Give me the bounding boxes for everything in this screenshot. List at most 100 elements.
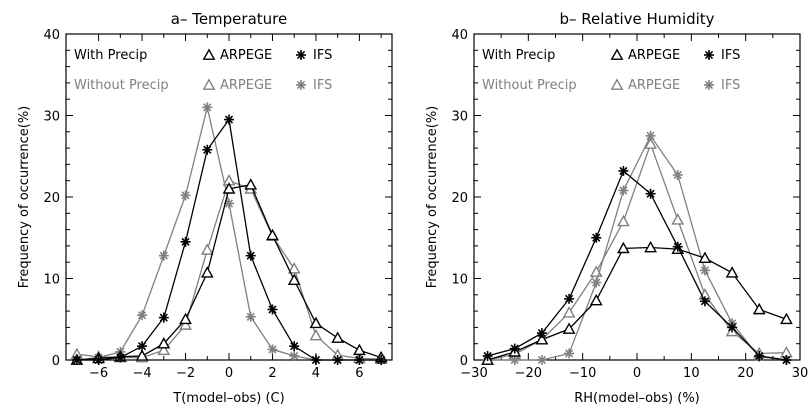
data-point-asterisk xyxy=(202,102,213,113)
asterisk-marker-stroke xyxy=(483,351,492,361)
y-tick-label: 0 xyxy=(460,354,468,369)
triangle-marker-shape xyxy=(309,328,323,341)
y-tick-label: 0 xyxy=(52,354,60,369)
legend-ifs-without-marker xyxy=(704,80,714,90)
triangle-marker-shape xyxy=(135,349,149,361)
triangle-marker-shape xyxy=(157,337,171,349)
asterisk-marker-stroke xyxy=(704,80,714,90)
y-tick-label: 30 xyxy=(43,110,60,125)
asterisk-marker-stroke xyxy=(355,355,364,365)
triangle-marker-shape xyxy=(644,240,657,253)
asterisk-marker-stroke xyxy=(727,323,737,332)
data-point-triangle xyxy=(562,306,576,318)
x-tick-label: −6 xyxy=(89,366,108,381)
series-line xyxy=(76,107,382,361)
asterisk-marker-stroke xyxy=(377,355,386,365)
triangle-marker-shape xyxy=(752,302,766,315)
data-point-triangle xyxy=(179,318,192,330)
asterisk-marker-stroke xyxy=(246,251,255,260)
data-point-triangle xyxy=(200,266,214,278)
series-arpege-without-precip xyxy=(481,137,793,365)
data-point-triangle xyxy=(157,337,171,349)
legend-ifs-without-marker xyxy=(296,80,306,90)
triangle-marker-shape xyxy=(244,178,258,190)
asterisk-marker-stroke xyxy=(700,297,710,306)
legend-without-precip-label: Without Precip xyxy=(482,78,577,93)
asterisk-marker-stroke xyxy=(181,237,190,246)
legend-ifs-with-marker xyxy=(704,50,714,60)
legend-arpege-without-marker xyxy=(202,78,216,90)
data-point-triangle xyxy=(287,273,301,285)
legend-arpege-with-marker xyxy=(202,48,216,60)
data-point-asterisk xyxy=(618,165,629,176)
data-point-asterisk xyxy=(180,190,191,201)
legend-without-precip-label: Without Precip xyxy=(74,78,169,93)
y-tick-label: 30 xyxy=(451,110,468,125)
x-tick-label: −4 xyxy=(132,366,151,381)
data-point-asterisk xyxy=(727,322,738,333)
legend-arpege-without-marker xyxy=(610,78,624,90)
data-point-asterisk xyxy=(137,310,148,321)
data-point-asterisk xyxy=(376,355,387,365)
y-tick-label: 40 xyxy=(43,28,60,43)
chart-title: b– Relative Humidity xyxy=(559,10,714,28)
data-point-triangle xyxy=(200,243,214,255)
asterisk-marker-stroke xyxy=(203,145,212,154)
data-point-asterisk xyxy=(618,185,629,196)
legend-ifs-with-label: IFS xyxy=(313,48,332,63)
chart-title: a– Temperature xyxy=(171,10,287,28)
legend-ifs-without-label: IFS xyxy=(721,78,740,93)
triangle-marker-shape xyxy=(353,343,366,356)
data-point-triangle xyxy=(309,316,323,329)
series-arpege-with-precip xyxy=(70,178,388,365)
series-line xyxy=(76,184,382,361)
triangle-marker-shape xyxy=(222,182,236,194)
x-axis-label: RH(model–obs) (%) xyxy=(574,391,700,406)
legend-arpege-with-label: ARPEGE xyxy=(628,48,680,63)
asterisk-marker-stroke xyxy=(268,345,277,354)
data-point-triangle xyxy=(266,228,279,241)
series-line xyxy=(76,117,382,361)
x-tick-label: −2 xyxy=(176,366,195,381)
legend-with-precip-label: With Precip xyxy=(482,48,555,63)
legend-arpege-without-label: ARPEGE xyxy=(220,78,272,93)
triangle-marker-shape xyxy=(179,312,192,325)
data-point-asterisk xyxy=(310,355,321,365)
asterisk-marker-stroke xyxy=(592,278,601,287)
data-point-asterisk xyxy=(245,311,256,322)
x-tick-label: 2 xyxy=(268,366,276,381)
asterisk-marker-stroke xyxy=(704,50,714,60)
legend-with-precip-label: With Precip xyxy=(74,48,147,63)
triangle-marker-shape xyxy=(287,262,301,274)
chart-panel-humidity: b– Relative Humidity −30 −20 −10 0 10 20 30 0 10 2… xyxy=(425,10,808,406)
asterisk-marker-stroke xyxy=(510,355,519,365)
asterisk-marker-stroke xyxy=(290,351,299,361)
data-point-asterisk xyxy=(202,144,213,155)
triangle-marker-shape xyxy=(610,48,624,60)
asterisk-marker-stroke xyxy=(181,191,190,200)
asterisk-marker-stroke xyxy=(592,233,601,242)
data-point-triangle xyxy=(617,214,630,227)
data-point-asterisk xyxy=(224,114,234,125)
asterisk-marker-stroke xyxy=(619,166,628,176)
data-point-asterisk xyxy=(672,169,683,180)
asterisk-marker-stroke xyxy=(619,186,628,195)
asterisk-marker-stroke xyxy=(137,311,147,320)
y-tick-label: 40 xyxy=(451,28,468,43)
data-point-asterisk xyxy=(289,350,300,361)
asterisk-marker-stroke xyxy=(700,266,710,275)
data-point-asterisk xyxy=(137,341,148,352)
triangle-marker-shape xyxy=(617,241,630,254)
legend: With Precip Without Precip ARPEGE IFS ARPEGE… xyxy=(482,48,740,93)
triangle-marker-shape xyxy=(562,322,576,334)
series-line xyxy=(487,142,787,361)
triangle-marker-shape xyxy=(331,331,345,343)
asterisk-marker-stroke xyxy=(755,351,764,361)
triangle-marker-shape xyxy=(589,293,603,306)
data-point-asterisk xyxy=(93,355,104,365)
data-point-triangle xyxy=(698,251,712,263)
asterisk-marker-stroke xyxy=(673,242,682,251)
asterisk-marker-stroke xyxy=(782,355,791,365)
data-point-asterisk xyxy=(591,232,602,243)
